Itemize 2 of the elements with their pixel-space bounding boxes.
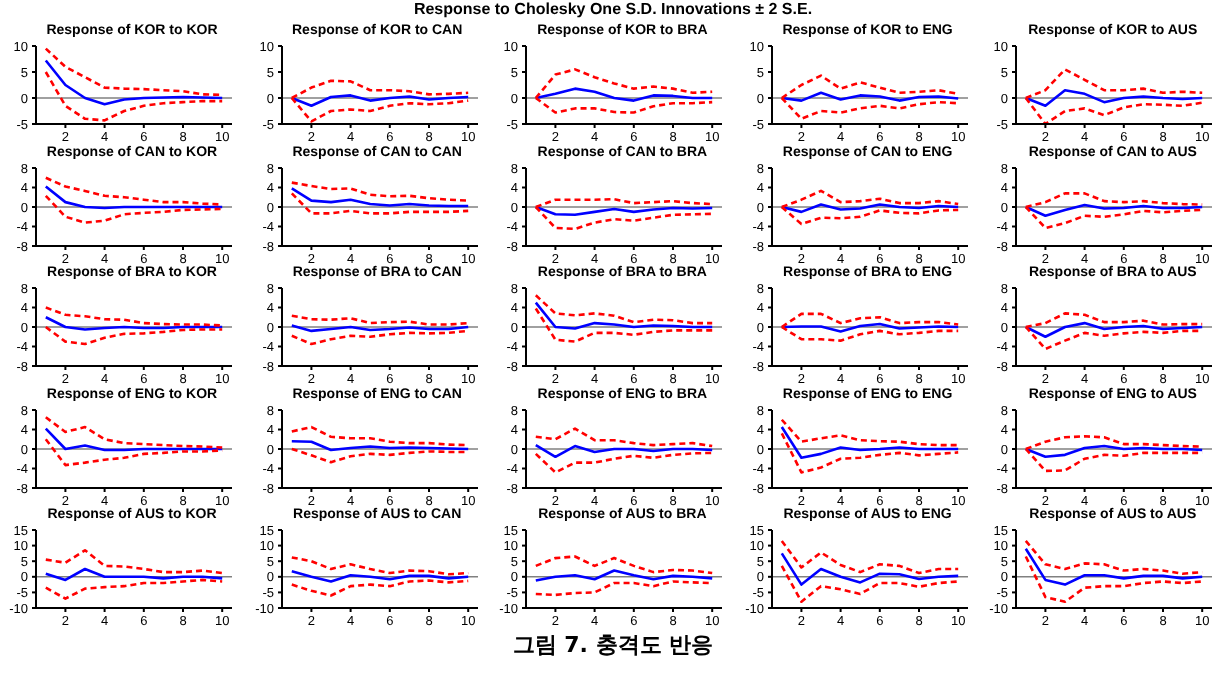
caption: 그림 7. 충격도 반응 — [510, 630, 716, 660]
text: Response to Cholesky One S.D. Innovations ± 2 S.E. — [411, 0, 815, 20]
